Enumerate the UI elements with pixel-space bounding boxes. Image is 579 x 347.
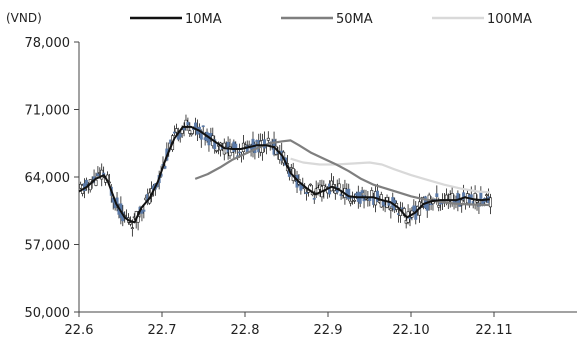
candle-body bbox=[485, 194, 489, 197]
candle-body bbox=[488, 197, 492, 208]
candle-body bbox=[308, 183, 312, 186]
legend-label-100ma: 100MA bbox=[487, 12, 532, 27]
candle-body bbox=[243, 144, 247, 147]
candle-body bbox=[352, 199, 356, 202]
candle-body bbox=[142, 209, 146, 212]
candle-body bbox=[375, 190, 379, 202]
x-tick-label: 22.6 bbox=[65, 323, 94, 338]
candle-body bbox=[172, 131, 176, 134]
candle-body bbox=[238, 151, 242, 154]
moving-average-lines bbox=[78, 125, 491, 224]
candle-body bbox=[312, 197, 316, 200]
candle-body bbox=[96, 173, 100, 177]
candle-body bbox=[479, 192, 483, 199]
candle-body bbox=[130, 227, 134, 230]
candle-body bbox=[368, 197, 372, 201]
candle-body bbox=[360, 190, 364, 193]
candle-body bbox=[389, 208, 393, 211]
x-tick-label: 22.10 bbox=[392, 323, 429, 338]
candle-body bbox=[305, 192, 309, 194]
candle-body bbox=[435, 193, 439, 197]
x-tick-label: 22.8 bbox=[231, 323, 260, 338]
candle-body bbox=[178, 132, 182, 138]
candle-body bbox=[462, 192, 466, 200]
candle-body bbox=[94, 179, 98, 186]
candle-body bbox=[180, 129, 184, 134]
x-tick-label: 22.9 bbox=[314, 323, 343, 338]
candle-body bbox=[186, 121, 190, 126]
x-tick-label: 22.11 bbox=[475, 323, 512, 338]
candle-body bbox=[437, 205, 441, 208]
series-line-10ma bbox=[78, 125, 491, 224]
candle-body bbox=[182, 127, 186, 131]
legend: 10MA 50MA 100MA bbox=[130, 12, 532, 27]
candle-body bbox=[201, 125, 205, 128]
legend-label-50ma: 50MA bbox=[336, 12, 373, 27]
series-line-100ma bbox=[290, 157, 490, 194]
y-tick-label: 64,000 bbox=[25, 171, 71, 186]
candle-body bbox=[337, 183, 341, 189]
y-tick-label: 78,000 bbox=[25, 36, 71, 51]
candlesticks bbox=[79, 114, 492, 237]
y-axis: 78,000 71,000 64,000 57,000 50,000 bbox=[25, 36, 80, 321]
candle-body bbox=[128, 222, 132, 225]
unit-label: (VND) bbox=[6, 11, 42, 25]
candle-body bbox=[429, 203, 433, 206]
candle-body bbox=[190, 133, 194, 136]
candle-body bbox=[347, 188, 351, 200]
candle-body bbox=[381, 201, 385, 206]
candle-body bbox=[370, 190, 374, 198]
candle-body bbox=[194, 122, 198, 128]
candle-body bbox=[188, 130, 192, 134]
legend-label-10ma: 10MA bbox=[185, 12, 222, 27]
candle-body bbox=[140, 210, 144, 214]
x-axis: 22.6 22.7 22.8 22.9 22.10 22.11 bbox=[65, 311, 577, 338]
candle-body bbox=[266, 137, 270, 141]
candle-body bbox=[349, 200, 353, 204]
y-tick-label: 50,000 bbox=[25, 306, 71, 321]
x-tick-label: 22.7 bbox=[148, 323, 177, 338]
candle-body bbox=[215, 149, 219, 152]
candle-body bbox=[475, 200, 479, 203]
candle-body bbox=[174, 128, 178, 133]
candle-body bbox=[176, 135, 180, 140]
y-tick-label: 71,000 bbox=[25, 104, 71, 119]
candle-body bbox=[213, 139, 217, 150]
y-tick-label: 57,000 bbox=[25, 239, 71, 254]
